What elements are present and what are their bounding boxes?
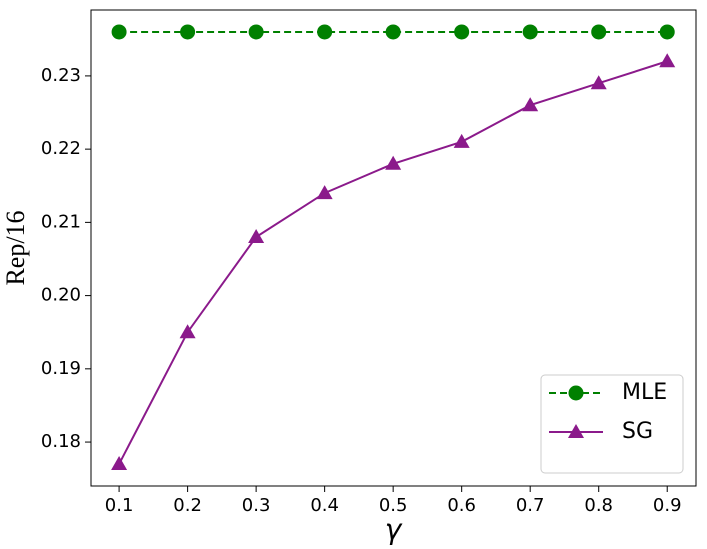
marker bbox=[591, 24, 607, 40]
marker bbox=[385, 155, 402, 170]
x-tick-label: 0.4 bbox=[310, 495, 339, 516]
marker bbox=[522, 97, 539, 112]
legend-label: SG bbox=[622, 419, 653, 444]
marker bbox=[179, 324, 196, 339]
y-tick-label: 0.20 bbox=[41, 285, 81, 306]
marker bbox=[522, 24, 538, 40]
y-tick-label: 0.18 bbox=[41, 431, 81, 452]
marker bbox=[317, 24, 333, 40]
marker bbox=[659, 24, 675, 40]
x-tick-label: 0.5 bbox=[379, 495, 408, 516]
legend-label: MLE bbox=[622, 380, 667, 405]
x-tick-label: 0.3 bbox=[242, 495, 271, 516]
x-tick-label: 0.8 bbox=[584, 495, 613, 516]
x-tick-label: 0.7 bbox=[516, 495, 545, 516]
marker bbox=[454, 24, 470, 40]
marker bbox=[659, 53, 676, 68]
plot-frame bbox=[90, 9, 697, 487]
y-tick-label: 0.21 bbox=[41, 211, 81, 232]
marker bbox=[453, 133, 470, 148]
legend-marker bbox=[568, 424, 584, 438]
marker bbox=[111, 24, 127, 40]
marker bbox=[590, 75, 607, 90]
y-tick-label: 0.22 bbox=[41, 138, 81, 159]
y-tick-label: 0.23 bbox=[41, 65, 81, 86]
legend: MLE SG bbox=[540, 374, 684, 474]
x-tick-label: 0.2 bbox=[173, 495, 202, 516]
x-axis-label: γ bbox=[385, 513, 403, 546]
y-axis-label: Rep/16 bbox=[1, 210, 30, 285]
x-tick-label: 0.9 bbox=[653, 495, 682, 516]
x-tick-label: 0.6 bbox=[447, 495, 476, 516]
marker bbox=[248, 24, 264, 40]
y-tick-label: 0.19 bbox=[41, 358, 81, 379]
marker bbox=[180, 24, 196, 40]
marker bbox=[248, 229, 265, 244]
marker bbox=[111, 456, 128, 471]
legend-marker bbox=[568, 385, 584, 401]
marker bbox=[316, 185, 333, 200]
marker bbox=[385, 24, 401, 40]
x-tick-label: 0.1 bbox=[105, 495, 134, 516]
